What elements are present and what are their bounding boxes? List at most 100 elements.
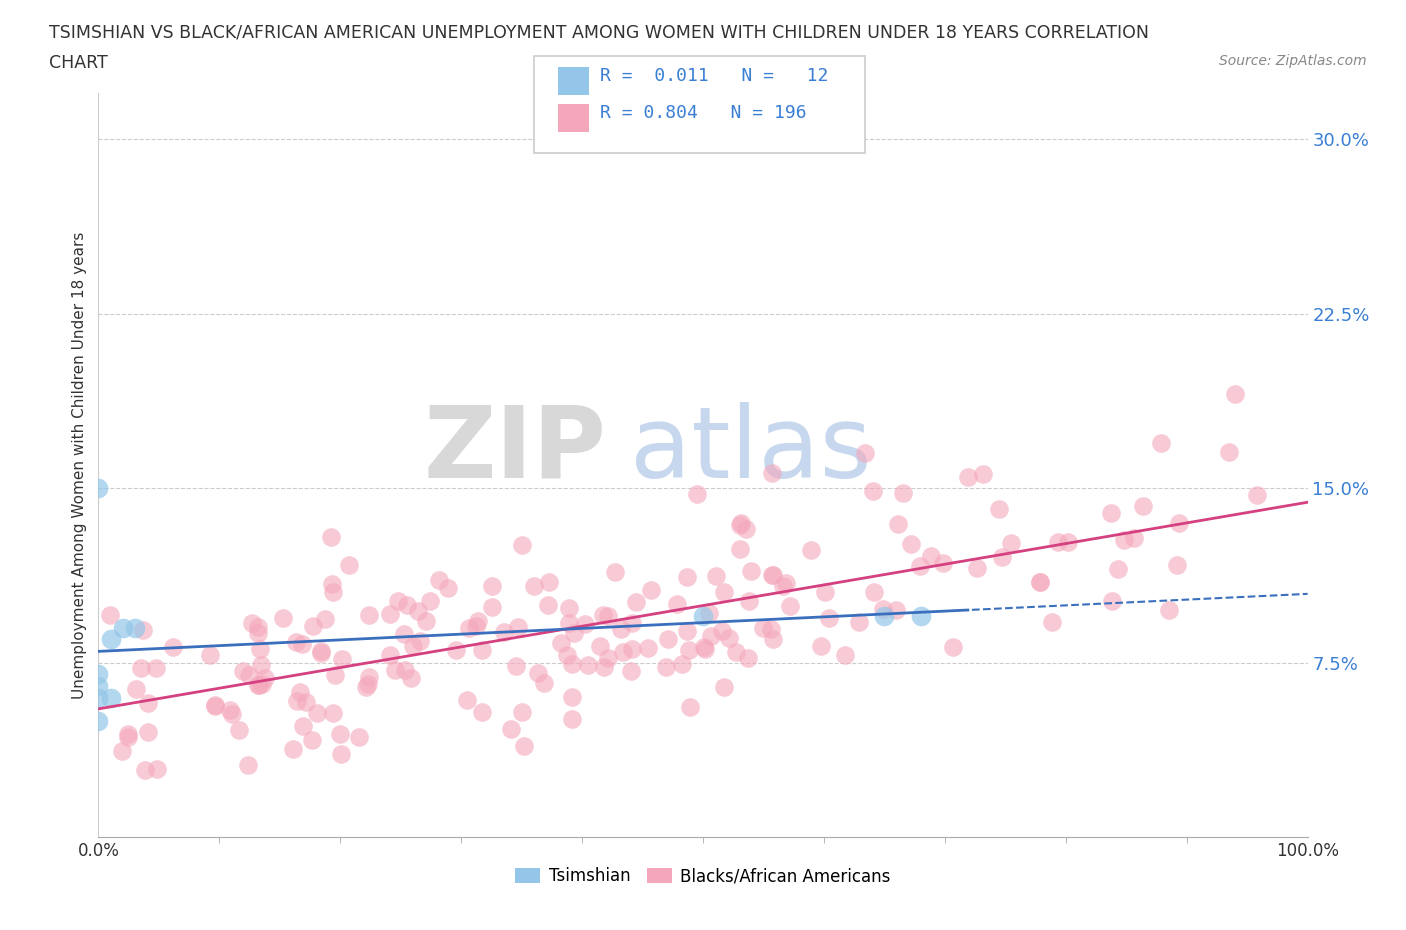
Point bbox=[887, 516, 910, 531]
Text: CHART: CHART bbox=[49, 54, 108, 72]
Point bbox=[111, 620, 134, 635]
Point bbox=[329, 726, 352, 741]
Point bbox=[710, 623, 733, 638]
Text: ZIP: ZIP bbox=[423, 402, 606, 498]
Point bbox=[966, 561, 988, 576]
Point bbox=[910, 559, 932, 574]
Point bbox=[620, 641, 643, 656]
Point bbox=[481, 599, 503, 614]
Point bbox=[700, 629, 723, 644]
Point bbox=[738, 594, 761, 609]
Text: TSIMSHIAN VS BLACK/AFRICAN AMERICAN UNEMPLOYMENT AMONG WOMEN WITH CHILDREN UNDER: TSIMSHIAN VS BLACK/AFRICAN AMERICAN UNEM… bbox=[49, 23, 1149, 41]
Point bbox=[779, 598, 801, 613]
Point bbox=[972, 467, 994, 482]
Point bbox=[527, 666, 550, 681]
Point bbox=[321, 577, 343, 591]
Point bbox=[129, 660, 152, 675]
Point bbox=[761, 466, 783, 481]
Point bbox=[419, 594, 441, 609]
Point bbox=[471, 705, 494, 720]
Point bbox=[87, 690, 110, 705]
Point bbox=[295, 694, 318, 709]
Point bbox=[87, 667, 110, 682]
Point bbox=[406, 604, 429, 618]
Point bbox=[1166, 557, 1188, 572]
Point bbox=[561, 711, 583, 726]
Point bbox=[1159, 603, 1181, 618]
Point bbox=[505, 658, 527, 673]
Point bbox=[737, 651, 759, 666]
Point bbox=[900, 537, 922, 551]
Point bbox=[1246, 487, 1268, 502]
Point bbox=[942, 640, 965, 655]
Point bbox=[378, 648, 401, 663]
Point bbox=[271, 611, 294, 626]
Point bbox=[285, 694, 308, 709]
Point bbox=[1122, 531, 1144, 546]
Point bbox=[204, 698, 226, 712]
Point bbox=[610, 621, 633, 636]
Point bbox=[396, 597, 419, 612]
Point bbox=[246, 619, 269, 634]
Point bbox=[247, 678, 270, 693]
Text: R =  0.011   N =   12: R = 0.011 N = 12 bbox=[600, 67, 828, 86]
Point bbox=[131, 622, 153, 637]
Point bbox=[117, 726, 139, 741]
Point bbox=[735, 522, 758, 537]
Point bbox=[762, 568, 785, 583]
Point bbox=[247, 625, 270, 640]
Point bbox=[87, 679, 110, 694]
Point bbox=[550, 635, 572, 650]
Point bbox=[576, 658, 599, 672]
Point bbox=[394, 627, 416, 642]
Point bbox=[98, 608, 121, 623]
Point bbox=[506, 620, 529, 635]
Point bbox=[238, 668, 260, 683]
Point bbox=[761, 567, 783, 582]
Point bbox=[309, 644, 332, 658]
Point bbox=[596, 650, 619, 665]
Point bbox=[492, 624, 515, 639]
Point bbox=[932, 556, 955, 571]
Point bbox=[481, 578, 503, 593]
Point bbox=[1029, 574, 1052, 589]
Point bbox=[704, 569, 727, 584]
Point bbox=[319, 529, 342, 544]
Point bbox=[612, 644, 634, 659]
Point bbox=[533, 676, 555, 691]
Point bbox=[863, 584, 886, 599]
Point bbox=[589, 638, 612, 653]
Point bbox=[387, 594, 409, 609]
Point bbox=[117, 729, 139, 744]
Point bbox=[991, 549, 1014, 564]
Point bbox=[111, 743, 134, 758]
Point bbox=[138, 696, 160, 711]
Point bbox=[800, 542, 823, 557]
Point bbox=[510, 538, 533, 553]
Point bbox=[637, 640, 659, 655]
Point bbox=[1040, 615, 1063, 630]
Point bbox=[283, 742, 305, 757]
Point bbox=[676, 570, 699, 585]
Point bbox=[679, 699, 702, 714]
Point bbox=[145, 661, 167, 676]
Point bbox=[284, 634, 307, 649]
Point bbox=[162, 639, 184, 654]
Point bbox=[523, 578, 546, 593]
Point bbox=[730, 516, 752, 531]
Point bbox=[592, 660, 614, 675]
Point bbox=[399, 671, 422, 685]
Point bbox=[415, 613, 437, 628]
Point bbox=[957, 470, 980, 485]
Text: Source: ZipAtlas.com: Source: ZipAtlas.com bbox=[1219, 54, 1367, 68]
Point bbox=[501, 722, 523, 737]
Point bbox=[136, 724, 159, 739]
Point bbox=[752, 620, 775, 635]
Point bbox=[987, 501, 1010, 516]
Point bbox=[359, 670, 381, 684]
Point bbox=[834, 648, 856, 663]
Point bbox=[692, 609, 714, 624]
Point bbox=[853, 445, 876, 460]
Point bbox=[848, 615, 870, 630]
Point bbox=[1047, 535, 1070, 550]
